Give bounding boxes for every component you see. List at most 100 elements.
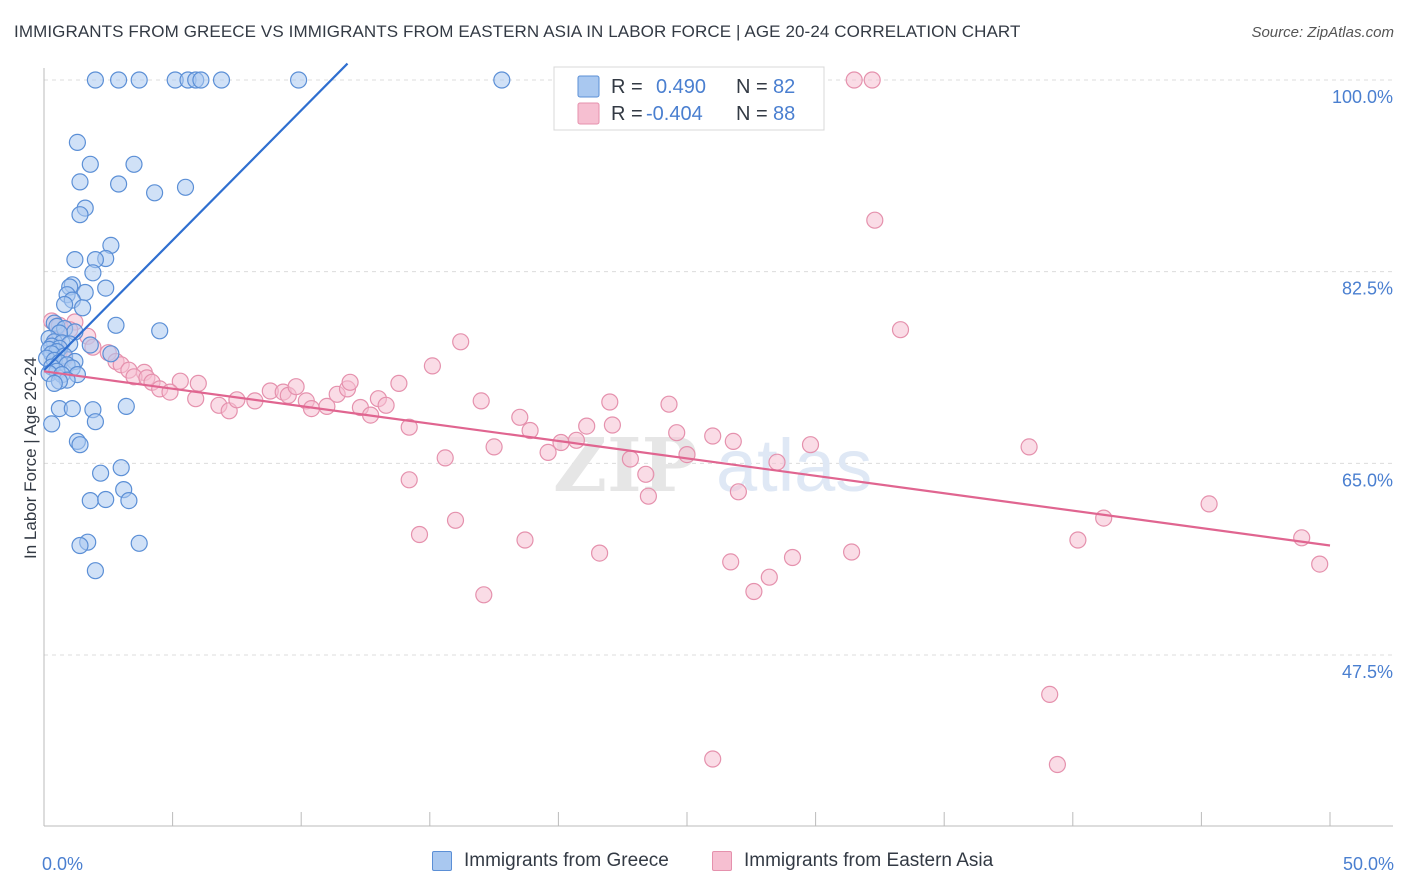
bottom-legend-item-eastern-asia: Immigrants from Eastern Asia	[712, 850, 993, 872]
eastern-asia-point-77	[783, 548, 802, 567]
eastern-asia-point-73	[436, 449, 454, 467]
source-label: Source: ZipAtlas.com	[1251, 24, 1394, 41]
greece-point-81	[130, 534, 148, 552]
greece-point-13	[71, 173, 89, 191]
trend-lines	[43, 62, 1331, 547]
greece-point-76	[81, 492, 99, 510]
greece-point-65	[117, 397, 135, 415]
eastern-asia-point-69	[567, 431, 586, 449]
eastern-asia-point-55	[601, 393, 619, 411]
eastern-asia-point-80	[745, 582, 763, 601]
eastern-asia-point-71	[637, 465, 655, 483]
eastern-asia-point-39	[341, 373, 359, 391]
eastern-asia-point-1	[863, 71, 881, 89]
y-tick-labels: 100.0% 82.5% 65.0% 47.5%	[1332, 87, 1393, 682]
eastern-asia-point-46	[423, 357, 441, 375]
y-tick-label-2: 65.0%	[1342, 470, 1393, 490]
greece-point-22	[66, 251, 84, 269]
eastern-asia-point-87	[1041, 685, 1059, 704]
greece-point-49	[102, 345, 120, 363]
eastern-asia-point-48	[472, 392, 490, 410]
eastern-asia-point-81	[1020, 438, 1038, 456]
legend: R = 0.490 N = 82 R = -0.404 N = 88	[553, 66, 825, 131]
greece-point-18	[71, 206, 89, 224]
y-tick-label-1: 82.5%	[1342, 279, 1393, 299]
eastern-asia-point-84	[1200, 495, 1218, 513]
eastern-asia-point-72	[660, 395, 678, 413]
greece-point-78	[120, 492, 138, 510]
eastern-asia-point-0	[845, 71, 863, 89]
greece-point-2	[130, 71, 148, 89]
eastern-asia-point-82	[1095, 509, 1113, 527]
eastern-asia-point-49	[485, 438, 503, 456]
eastern-asia-point-89	[1048, 755, 1067, 774]
greece-point-72	[71, 436, 89, 454]
greece-point-80	[71, 536, 89, 555]
greece-point-36	[107, 316, 125, 334]
eastern-asia-point-62	[768, 453, 786, 471]
eastern-asia-point-28	[228, 391, 246, 409]
y-axis-label: In Labor Force | Age 20-24	[21, 357, 40, 559]
bottom-legend: Immigrants from Greece Immigrants from E…	[0, 850, 1406, 880]
greece-point-30	[55, 295, 74, 314]
eastern-asia-point-33	[287, 378, 305, 396]
eastern-asia-point-88	[704, 750, 722, 768]
series-greece-points	[37, 71, 511, 580]
greece-point-7	[212, 71, 231, 89]
legend-swatch-greece	[577, 75, 600, 98]
eastern-asia-point-76	[722, 553, 740, 571]
greece-point-74	[91, 464, 110, 482]
greece-point-10	[68, 133, 87, 151]
eastern-asia-point-24	[161, 383, 179, 401]
eastern-asia-point-70	[603, 416, 622, 434]
x-tick-labels: 0.0% 50.0%	[42, 854, 1394, 874]
bottom-legend-swatch-greece	[432, 851, 452, 871]
greece-point-9	[493, 71, 511, 89]
chart-title: IMMIGRANTS FROM GREECE VS IMMIGRANTS FRO…	[14, 22, 1021, 41]
greece-point-24	[97, 279, 115, 297]
legend-swatch-eastern-asia	[577, 102, 600, 125]
greece-point-31	[73, 299, 92, 317]
y-tick-label-0: 100.0%	[1332, 87, 1393, 107]
eastern-asia-point-50	[511, 408, 529, 426]
greece-point-6	[192, 71, 210, 89]
x-tick-label-1: 50.0%	[1343, 854, 1394, 874]
eastern-asia-point-3	[891, 321, 910, 339]
eastern-asia-point-66	[842, 543, 861, 561]
eastern-asia-point-25	[187, 390, 205, 408]
eastern-asia-point-47	[452, 333, 470, 351]
legend-r-value-greece: 0.490	[656, 76, 706, 98]
eastern-asia-point-63	[801, 436, 820, 454]
eastern-asia-point-74	[410, 525, 429, 544]
greece-point-14	[109, 175, 128, 193]
eastern-asia-point-44	[390, 374, 408, 392]
eastern-asia-point-43	[377, 396, 395, 414]
bottom-legend-label-eastern-asia: Immigrants from Eastern Asia	[744, 850, 994, 871]
greece-point-73	[112, 459, 130, 477]
greece-point-15	[176, 178, 195, 196]
eastern-asia-point-45	[400, 418, 418, 436]
greece-point-23	[84, 264, 102, 282]
legend-n-value-eastern-asia: 88	[773, 103, 795, 125]
greece-point-82	[86, 562, 105, 580]
y-tick-label-3: 47.5%	[1342, 662, 1393, 682]
bottom-legend-item-greece: Immigrants from Greece	[432, 850, 669, 872]
eastern-asia-point-58	[704, 427, 722, 445]
eastern-asia-point-78	[760, 568, 778, 586]
axes	[43, 68, 1393, 827]
eastern-asia-point-54	[578, 417, 596, 435]
legend-r-label-eastern-asia: R =	[611, 103, 643, 125]
legend-r-label-greece: R =	[611, 76, 643, 98]
eastern-asia-point-61	[729, 483, 748, 501]
legend-r-value-eastern-asia: -0.404	[646, 103, 703, 125]
eastern-asia-point-83	[1069, 531, 1087, 549]
eastern-asia-point-79	[475, 586, 493, 604]
greece-point-8	[290, 71, 308, 89]
eastern-asia-point-23	[189, 374, 207, 392]
eastern-asia-point-51	[521, 421, 539, 440]
greece-point-11	[81, 155, 99, 173]
legend-n-label-greece: N =	[736, 76, 768, 98]
eastern-asia-point-65	[590, 544, 609, 562]
eastern-asia-point-2	[866, 211, 884, 229]
legend-n-label-eastern-asia: N =	[736, 103, 768, 125]
